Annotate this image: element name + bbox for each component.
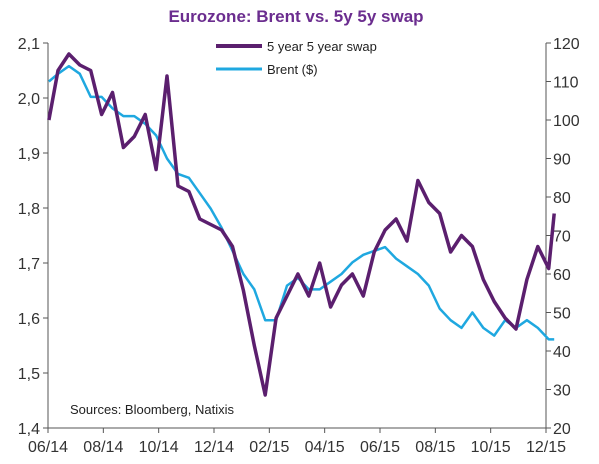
left-tick-label: 1,7: [18, 256, 40, 273]
right-tick-label: 60: [553, 267, 571, 284]
x-tick-label: 10/15: [471, 439, 511, 456]
sources-note: Sources: Bloomberg, Natixis: [70, 402, 235, 417]
right-tick-label: 30: [553, 383, 571, 400]
right-tick-label: 100: [553, 113, 580, 130]
left-tick-label: 1,6: [18, 311, 40, 328]
legend: 5 year 5 year swap Brent ($): [216, 39, 377, 77]
plot-frame: [47, 43, 547, 429]
left-tick-label: 2,1: [18, 36, 40, 53]
legend-label-swap: 5 year 5 year swap: [267, 39, 377, 54]
chart-title: Eurozone: Brent vs. 5y 5y swap: [168, 7, 423, 26]
right-tick-label: 50: [553, 306, 571, 323]
x-tick-label: 02/15: [249, 439, 289, 456]
right-tick-label: 20: [553, 421, 571, 438]
x-tick-label: 08/14: [83, 439, 123, 456]
series-layer: [47, 52, 556, 397]
x-tick-label: 10/14: [139, 439, 179, 456]
left-tick-label: 1,5: [18, 366, 40, 383]
x-tick-label: 12/15: [526, 439, 566, 456]
x-axis: 06/14 08/14 10/14 12/14 02/15 04/15 06/15 08/15…: [28, 428, 566, 456]
right-tick-label: 80: [553, 190, 571, 207]
right-tick-label: 40: [553, 344, 571, 361]
series-line-brent: [48, 64, 555, 341]
right-tick-label: 110: [553, 75, 579, 92]
x-tick-label: 08/15: [415, 439, 455, 456]
left-tick-label: 1,9: [18, 146, 40, 163]
right-y-axis: 20 30 40 50 60 70 80 90 100 110 120: [546, 36, 580, 438]
left-y-axis: 1,4 1,5 1,6 1,7 1,8 1,9 2,0 2,1: [18, 36, 48, 438]
x-tick-label: 06/15: [360, 439, 400, 456]
x-tick-label: 04/15: [305, 439, 345, 456]
series-line-swap: [47, 52, 556, 397]
left-tick-label: 1,8: [18, 201, 40, 218]
right-tick-label: 120: [553, 36, 580, 53]
x-tick-label: 12/14: [194, 439, 234, 456]
right-tick-label: 70: [553, 229, 571, 246]
left-tick-label: 2,0: [18, 91, 40, 108]
right-tick-label: 90: [553, 152, 571, 169]
left-tick-label: 1,4: [18, 421, 40, 438]
x-tick-label: 06/14: [28, 439, 68, 456]
legend-label-brent: Brent ($): [267, 62, 318, 77]
